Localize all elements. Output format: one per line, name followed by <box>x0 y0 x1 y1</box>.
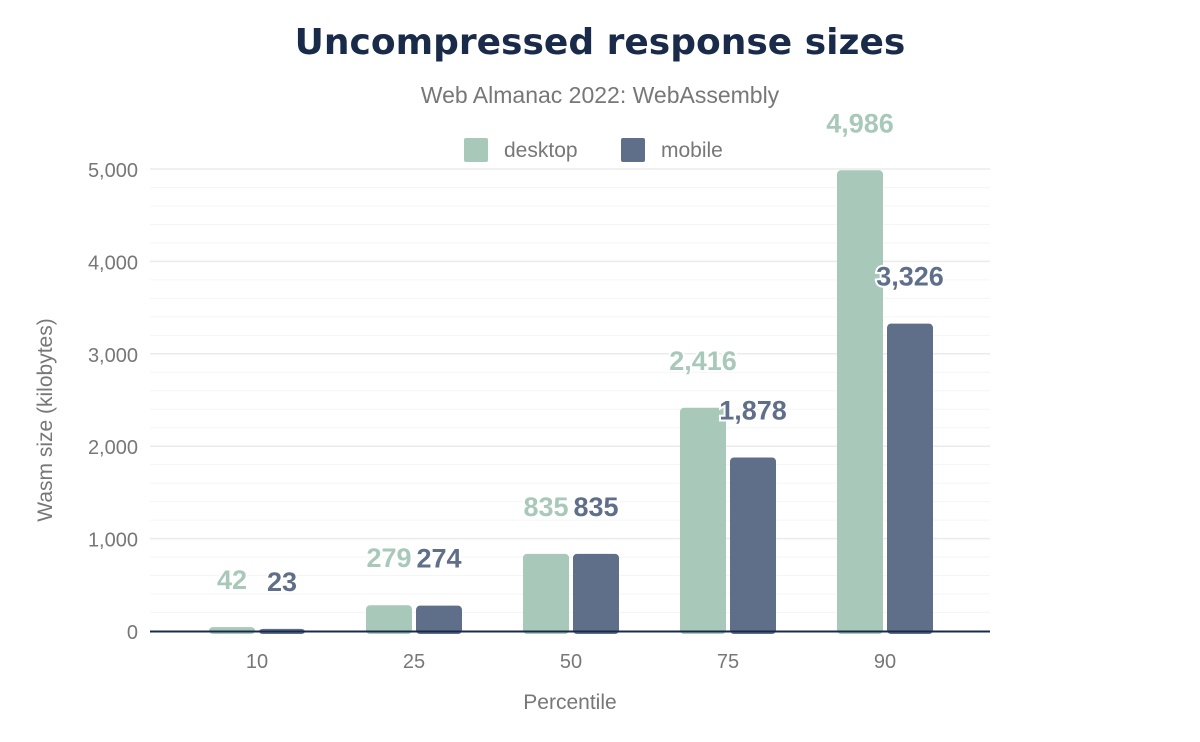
x-tick-label: 10 <box>246 651 268 673</box>
legend-label-mobile: mobile <box>661 139 723 162</box>
y-tick-label: 2,000 <box>88 437 138 459</box>
chart-subtitle: Web Almanac 2022: WebAssembly <box>420 82 780 108</box>
y-tick-label: 0 <box>127 622 138 644</box>
legend-label-desktop: desktop <box>504 139 578 162</box>
data-label-mobile: 835 <box>573 492 618 522</box>
bar-desktop <box>837 170 883 635</box>
data-label-mobile: 3,326 <box>876 262 944 292</box>
x-axis-title: Percentile <box>523 691 616 714</box>
x-tick-label: 90 <box>874 651 896 673</box>
data-label-mobile: 1,878 <box>719 395 787 425</box>
data-label-desktop: 4,986 <box>826 108 894 138</box>
bar-mobile <box>887 323 933 634</box>
y-axis-title: Wasm size (kilobytes) <box>34 318 57 521</box>
y-tick-label: 3,000 <box>88 345 138 367</box>
data-label-desktop: 835 <box>523 492 568 522</box>
data-label-desktop: 279 <box>366 543 411 573</box>
y-tick-label: 5,000 <box>88 160 138 182</box>
x-tick-label: 25 <box>403 651 425 673</box>
bar-mobile <box>573 553 619 634</box>
data-label-desktop: 42 <box>217 565 247 595</box>
data-label-desktop: 2,416 <box>669 346 737 376</box>
legend-swatch-mobile <box>621 138 645 162</box>
bar-mobile <box>416 605 462 634</box>
data-label-mobile: 274 <box>416 544 461 574</box>
bar-mobile <box>730 457 776 634</box>
x-tick-label: 75 <box>717 651 739 673</box>
legend-swatch-desktop <box>464 138 488 162</box>
y-tick-label: 4,000 <box>88 252 138 274</box>
bar-desktop <box>366 605 412 634</box>
chart-title: Uncompressed response sizes <box>294 22 906 63</box>
bar-desktop <box>523 553 569 634</box>
x-tick-label: 50 <box>560 651 582 673</box>
bar-desktop <box>680 407 726 634</box>
y-tick-label: 1,000 <box>88 530 138 552</box>
data-label-mobile: 23 <box>267 567 297 597</box>
